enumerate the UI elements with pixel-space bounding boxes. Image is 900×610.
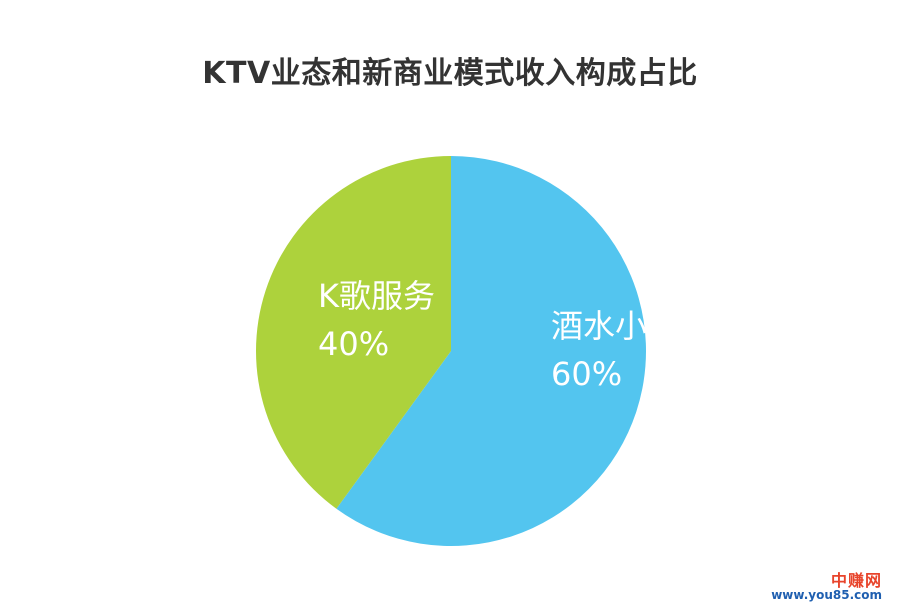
chart-title: KTV业态和新商业模式收入构成占比 xyxy=(202,56,698,91)
slice-label-value-2: 40% xyxy=(318,325,389,363)
slice-label-category-1: 酒水小食 xyxy=(551,307,679,345)
slice-label-category-2: K歌服务 xyxy=(318,277,435,315)
slice-label-value-1: 60% xyxy=(551,355,622,393)
pie-slice-1 xyxy=(336,156,646,546)
watermark-url: www.you85.com xyxy=(771,588,882,603)
pie-slice-2 xyxy=(256,155,451,509)
watermark: 中赚网 www.you85.com xyxy=(771,570,882,603)
watermark-brand: 中赚网 xyxy=(830,570,882,590)
